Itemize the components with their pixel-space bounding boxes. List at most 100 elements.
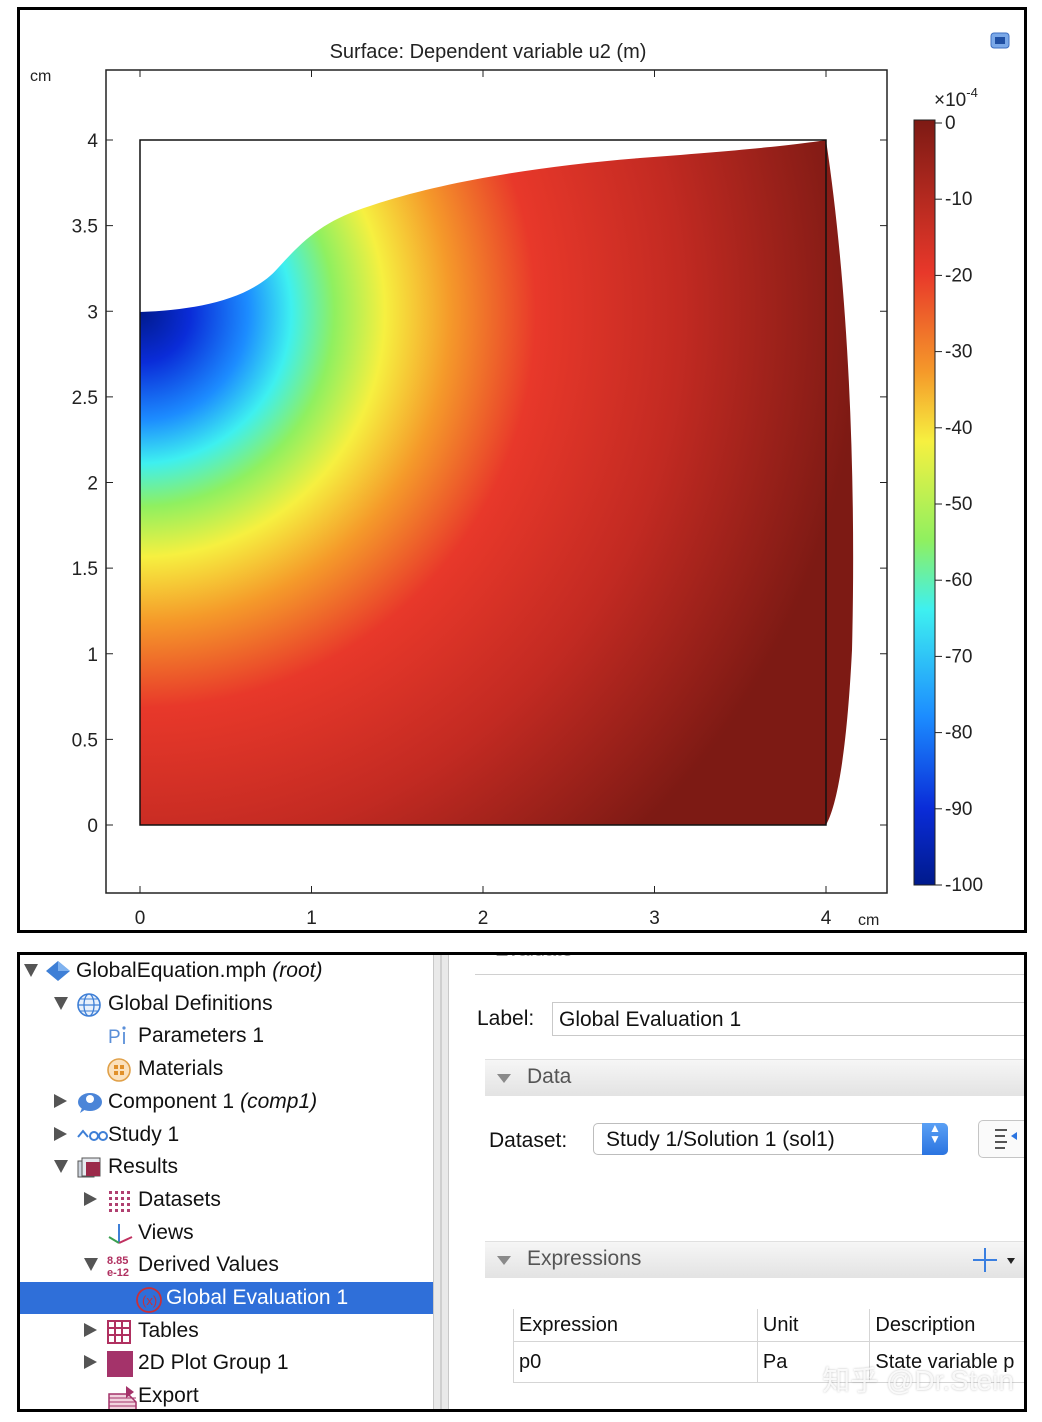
tree-item-datasets[interactable]: Datasets xyxy=(20,1184,433,1216)
data-section-title: Data xyxy=(527,1065,572,1088)
colorbar xyxy=(913,119,936,886)
colorbar-tick-label: -90 xyxy=(945,799,972,820)
tree-item-label: Global Definitions xyxy=(108,988,273,1020)
column-header-unit[interactable]: Unit xyxy=(756,1309,870,1342)
colorbar-tick-label: -50 xyxy=(945,494,972,515)
column-header-expression[interactable]: Expression xyxy=(513,1309,758,1342)
cell-expression[interactable]: p0 xyxy=(513,1341,758,1383)
divider xyxy=(475,974,1024,975)
surface-field xyxy=(140,140,854,825)
label-caption: Label: xyxy=(477,1007,535,1030)
panel-splitter[interactable] xyxy=(433,955,449,1409)
tree-item-tables[interactable]: Tables xyxy=(20,1315,433,1347)
colorbar-tick-label: -10 xyxy=(945,189,972,210)
colorbar-tick-label: -20 xyxy=(945,265,972,286)
x-tick-label: 1 xyxy=(306,908,317,929)
expanded-arrow-icon[interactable] xyxy=(24,964,38,977)
x-tick-label: 0 xyxy=(135,908,146,929)
derived-values-icon: 8.85 e-12 xyxy=(106,1253,132,1279)
window-restore-icon[interactable] xyxy=(990,32,1010,49)
dataset-select[interactable]: Study 1/Solution 1 (sol1) ▲ ▼ xyxy=(593,1122,948,1155)
results-icon xyxy=(76,1155,102,1179)
collapsed-arrow-icon[interactable] xyxy=(54,1126,67,1141)
tree-item-label: Views xyxy=(138,1217,194,1249)
list-options-icon xyxy=(995,1129,1017,1149)
views-icon xyxy=(106,1221,133,1245)
tree-item-views[interactable]: Views xyxy=(20,1217,433,1249)
tree-item-text: 2D Plot Group 1 xyxy=(138,1351,289,1375)
expanded-arrow-icon[interactable] xyxy=(84,1258,98,1272)
cell-description[interactable]: State variable p xyxy=(869,1341,1024,1383)
select-arrows-icon: ▲ ▼ xyxy=(922,1122,948,1155)
expressions-table: Expression Unit Description p0 Pa State … xyxy=(513,1309,1024,1383)
tree-item-materials[interactable]: Materials xyxy=(20,1053,433,1085)
tree-item-derived-values[interactable]: 8.85 e-12 Derived Values xyxy=(20,1249,433,1281)
tree-item-component-1[interactable]: Component 1 (comp1) xyxy=(20,1086,433,1118)
dataset-value: Study 1/Solution 1 (sol1) xyxy=(606,1128,835,1151)
tree-item-globalequation-mph[interactable]: GlobalEquation.mph (root) xyxy=(20,955,433,987)
collapsed-arrow-icon[interactable] xyxy=(54,1093,67,1108)
add-expression-icon[interactable] xyxy=(971,1245,1021,1275)
table-header-row: Expression Unit Description xyxy=(513,1309,1024,1342)
model-builder-panel: GlobalEquation.mph (root) Global Definitio… xyxy=(17,952,1027,1412)
tree-item-global-definitions[interactable]: Global Definitions xyxy=(20,988,433,1020)
data-section-header[interactable]: Data xyxy=(485,1059,1024,1096)
column-header-description[interactable]: Description xyxy=(869,1309,1024,1342)
tree-item-text: GlobalEquation.mph xyxy=(76,959,267,982)
y-tick-label: 1 xyxy=(87,645,98,666)
tree-item-study-1[interactable]: Study 1 xyxy=(20,1119,433,1151)
y-tick-label: 2 xyxy=(87,474,98,495)
colorbar-tick-label: -100 xyxy=(945,875,983,896)
tree-item-label: Derived Values xyxy=(138,1249,279,1281)
tree-item-text: Views xyxy=(138,1220,194,1244)
expanded-arrow-icon[interactable] xyxy=(54,996,68,1010)
y-tick-label: 2.5 xyxy=(72,388,98,409)
tree-item-export[interactable]: Export xyxy=(20,1380,433,1409)
cell-unit[interactable]: Pa xyxy=(756,1341,870,1383)
plot-frame xyxy=(105,69,888,894)
x-tick-label: 2 xyxy=(478,908,489,929)
tree-item-text: Materials xyxy=(138,1057,224,1081)
global-evaluation-icon: (x) xyxy=(134,1286,162,1313)
collapsed-arrow-icon[interactable] xyxy=(84,1322,97,1337)
tree-item-label: Tables xyxy=(138,1315,199,1347)
colorbar-tick-label: 0 xyxy=(945,113,956,134)
export-icon xyxy=(106,1384,137,1409)
tree-item-label: 2D Plot Group 1 xyxy=(138,1347,289,1379)
dataset-options-button[interactable] xyxy=(978,1120,1024,1158)
study-icon xyxy=(76,1123,108,1147)
expressions-section-title: Expressions xyxy=(527,1247,642,1270)
tree-item-label: Results xyxy=(108,1151,178,1183)
collapsed-arrow-icon[interactable] xyxy=(84,1191,97,1206)
tree-item-results[interactable]: Results xyxy=(20,1151,433,1183)
tree-item-global-evaluation-1[interactable]: (x) Global Evaluation 1 xyxy=(20,1282,433,1314)
y-tick-label: 0 xyxy=(87,816,98,837)
watermark: 知乎 @Dr.Stein xyxy=(822,1365,1014,1396)
expressions-section-header[interactable]: Expressions xyxy=(485,1241,1024,1278)
plot-group-icon xyxy=(106,1351,133,1378)
colorbar-tick-label: -30 xyxy=(945,342,972,363)
x-tick-label: 4 xyxy=(821,908,832,929)
y-axis: 0 0.5 1 1.5 2 2.5 3 3.5 4 xyxy=(72,131,887,837)
collapse-triangle-icon xyxy=(497,1074,511,1083)
svg-text:(x): (x) xyxy=(142,1293,157,1308)
table-row[interactable]: p0 Pa State variable p xyxy=(513,1341,1024,1383)
tree-item-label: Component 1 (comp1) xyxy=(108,1086,317,1118)
datasets-icon xyxy=(106,1188,132,1212)
tree-item-label: Study 1 xyxy=(108,1119,179,1151)
expanded-arrow-icon[interactable] xyxy=(54,1160,68,1174)
dataset-caption: Dataset: xyxy=(489,1129,568,1152)
colorbar-ticks: 0 -10 -20 -30 -40 -50 -60 -70 -80 -90 -100 xyxy=(935,113,983,896)
tables-icon xyxy=(106,1319,132,1344)
collapsed-arrow-icon[interactable] xyxy=(84,1355,97,1370)
x-tick-label: 3 xyxy=(649,908,660,929)
component-icon xyxy=(76,1090,102,1114)
colorbar-multiplier: ×10-4 xyxy=(934,85,978,111)
label-field[interactable]: Global Evaluation 1 xyxy=(552,1002,1024,1036)
cut-section-header: Evaluate xyxy=(495,955,573,962)
y-tick-label: 0.5 xyxy=(72,730,98,751)
tree-item-2d-plot-group-1[interactable]: 2D Plot Group 1 xyxy=(20,1347,433,1379)
tree-item-parameters-1[interactable]: P Parameters 1 xyxy=(20,1020,433,1052)
materials-icon xyxy=(106,1057,132,1082)
tree-item-text: Results xyxy=(108,1155,179,1179)
